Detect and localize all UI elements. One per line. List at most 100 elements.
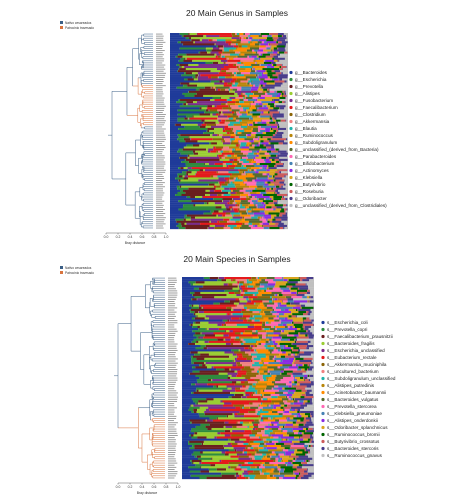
- bar-segment: [257, 74, 259, 77]
- bar-segment: [197, 78, 233, 81]
- bar-segment: [230, 138, 235, 141]
- bar-segment: [170, 82, 180, 85]
- bar-segment: [262, 402, 275, 405]
- bar-segment: [294, 376, 296, 380]
- bar-segment: [280, 338, 289, 341]
- bar-segment: [234, 136, 240, 139]
- bar-segment: [212, 138, 225, 141]
- bar-segment: [196, 357, 205, 361]
- bar-segment: [264, 464, 274, 467]
- bar-segment: [217, 68, 222, 71]
- bar-segment: [275, 132, 277, 135]
- bar-segment: [222, 200, 223, 203]
- bar-segment: [284, 179, 288, 182]
- bar-segment: [258, 425, 265, 429]
- bar-segment: [281, 427, 293, 431]
- bar-segment: [264, 152, 270, 155]
- bar-segment: [308, 285, 314, 288]
- bar-segment: [227, 372, 238, 375]
- bar-segment: [170, 169, 189, 172]
- bar-segment: [253, 158, 254, 162]
- bar-segment: [274, 383, 287, 386]
- bar-segment: [263, 364, 268, 367]
- sample-label: [168, 352, 176, 354]
- bar-segment: [170, 142, 210, 145]
- bar-segment: [184, 117, 188, 120]
- bar-segment: [259, 285, 265, 288]
- bar-segment: [170, 179, 179, 182]
- bar-segment: [243, 74, 256, 77]
- bar-segment: [260, 470, 262, 473]
- legend-label: s__Akkermansia_muciniphila: [327, 362, 387, 367]
- bar-segment: [248, 353, 251, 356]
- legend-marker: [321, 376, 325, 381]
- bar-segment: [261, 461, 265, 465]
- bar-segment: [180, 152, 194, 155]
- sample-bar: [182, 285, 314, 288]
- bar-segment: [215, 55, 218, 58]
- sample-label: [156, 33, 163, 35]
- bar-segment: [265, 321, 266, 324]
- legend-label: g__unclassified_(derived_from_Bacteria): [295, 147, 379, 152]
- bar-segment: [287, 298, 294, 301]
- bar-segment: [255, 277, 258, 280]
- bar-segment: [312, 368, 314, 371]
- bar-segment: [266, 82, 275, 85]
- bar-segment: [303, 402, 306, 405]
- bar-segment: [276, 374, 291, 378]
- bar-segment: [282, 136, 288, 139]
- bar-segment: [246, 206, 249, 209]
- bar-segment: [245, 165, 255, 168]
- bar-segment: [230, 134, 236, 137]
- sample-label: [156, 163, 166, 165]
- bar-segment: [252, 109, 257, 112]
- bar-segment: [204, 410, 240, 414]
- bar-segment: [186, 53, 215, 56]
- bar-segment: [310, 451, 314, 454]
- bar-segment: [235, 191, 237, 195]
- bar-segment: [237, 61, 241, 65]
- bar-segment: [262, 220, 267, 223]
- bar-segment: [283, 442, 294, 446]
- bar-segment: [272, 410, 278, 414]
- bar-segment: [296, 457, 313, 461]
- bar-segment: [229, 368, 231, 371]
- bar-segment: [284, 92, 286, 96]
- bar-segment: [271, 321, 281, 324]
- bar-segment: [217, 76, 219, 79]
- bar-segment: [206, 123, 217, 126]
- bar-segment: [255, 434, 257, 437]
- bar-segment: [251, 105, 256, 108]
- bar-segment: [300, 383, 314, 386]
- bar-segment: [292, 398, 295, 401]
- sample-bar: [170, 86, 288, 89]
- sample-label: [156, 91, 164, 93]
- bar-segment: [184, 125, 200, 129]
- bar-segment: [255, 302, 261, 305]
- bar-segment: [255, 99, 258, 102]
- bar-segment: [199, 476, 207, 480]
- bar-segment: [187, 117, 189, 120]
- sample-label: [156, 87, 163, 89]
- bar-segment: [288, 366, 298, 369]
- bar-segment: [223, 113, 232, 116]
- bar-segment: [234, 90, 252, 93]
- bar-segment: [234, 179, 243, 182]
- bar-segment: [170, 140, 180, 143]
- bar-segment: [257, 389, 261, 392]
- bar-segment: [193, 334, 205, 337]
- bar-segment: [228, 421, 237, 424]
- bar-segment: [241, 332, 243, 335]
- bar-segment: [310, 434, 313, 437]
- bar-segment: [284, 181, 288, 184]
- bar-segment: [286, 119, 288, 122]
- bar-segment: [182, 317, 192, 320]
- bar-segment: [304, 413, 311, 416]
- bar-segment: [224, 66, 237, 69]
- bar-segment: [214, 43, 216, 46]
- bar-segment: [191, 138, 213, 141]
- bar-segment: [279, 185, 282, 188]
- bar-segment: [283, 370, 293, 373]
- bar-segment: [264, 59, 266, 63]
- bar-segment: [284, 447, 290, 450]
